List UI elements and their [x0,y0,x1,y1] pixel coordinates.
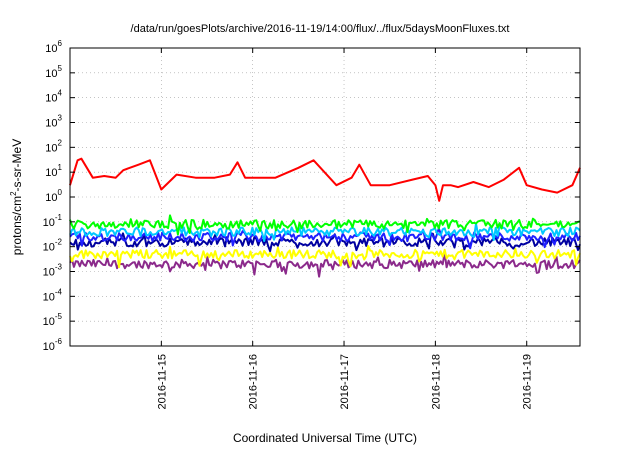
y-tick-label-exponent: -4 [55,287,63,296]
y-tick-label-exponent: -3 [55,263,63,272]
y-tick-label-base: 10 [43,267,55,279]
y-tick-label: 10-4 [43,287,63,303]
x-axis-label: Coordinated Universal Time (UTC) [233,431,417,445]
y-tick-label: 106 [45,39,62,55]
x-tick-label: 2016-11-17 [339,354,351,409]
y-tick-label: 105 [45,64,62,80]
y-tick-label-base: 10 [43,316,55,328]
y-tick-label: 10-6 [43,337,63,353]
series-line [69,222,581,242]
y-tick-label-exponent: 0 [58,188,63,197]
x-tick-label: 2016-11-16 [248,354,260,409]
series-line [69,245,581,269]
y-axis-label-rest: -s-sr-MeV [10,139,24,192]
y-tick-label: 103 [45,114,62,130]
y-tick-label-base: 10 [43,341,55,353]
y-tick-label-exponent: 5 [58,64,63,73]
chart-title: /data/run/goesPlots/archive/2016-11-19/1… [131,23,510,35]
x-axis: 2016-11-15 2016-11-16 2016-11-17 2016-11-18… [156,48,534,409]
y-tick-label-base: 10 [45,167,57,179]
y-tick-label-base: 10 [45,142,57,154]
y-tick-label: 10-2 [43,238,63,254]
y-tick-label-exponent: -2 [55,238,63,247]
y-axis: 10-610-510-410-310-210-11001011021031041… [43,39,580,353]
x-tick-label: 2016-11-15 [156,354,168,409]
series-line [69,157,581,202]
series-line [69,214,581,236]
series-line [69,251,581,278]
y-tick-label: 100 [45,188,62,204]
grid [70,47,580,347]
y-tick-label-exponent: 3 [58,114,63,123]
y-tick-label-exponent: -5 [55,312,63,321]
y-tick-label: 102 [45,138,62,154]
y-tick-label-exponent: 2 [58,138,63,147]
y-axis-label: protons/cm2-s-sr-MeV [9,139,24,255]
y-tick-label-base: 10 [43,217,55,229]
y-tick-label-base: 10 [45,118,57,130]
y-tick-label: 101 [45,163,62,179]
y-tick-label-base: 10 [43,291,55,303]
series-line [69,232,581,253]
y-tick-label: 10-5 [43,312,63,328]
y-axis-label-base: protons/cm [10,196,24,255]
y-tick-label-exponent: 1 [58,163,63,172]
series-layer [69,157,581,278]
y-tick-label-base: 10 [45,68,57,80]
y-tick-label-exponent: -1 [55,213,63,222]
y-tick-label-base: 10 [43,242,55,254]
y-tick-label-exponent: -6 [55,337,63,346]
y-tick-label: 104 [45,89,62,105]
y-tick-label-base: 10 [45,43,57,55]
y-tick-label-exponent: 6 [58,39,63,48]
y-axis-label-sup: 2 [9,191,18,196]
y-tick-label-base: 10 [45,93,57,105]
y-tick-label: 10-3 [43,263,63,279]
x-tick-label: 2016-11-19 [522,354,534,409]
x-tick-label: 2016-11-18 [430,354,442,409]
y-tick-label-exponent: 4 [58,89,63,98]
y-tick-label: 10-1 [43,213,63,229]
y-tick-label-base: 10 [45,192,57,204]
